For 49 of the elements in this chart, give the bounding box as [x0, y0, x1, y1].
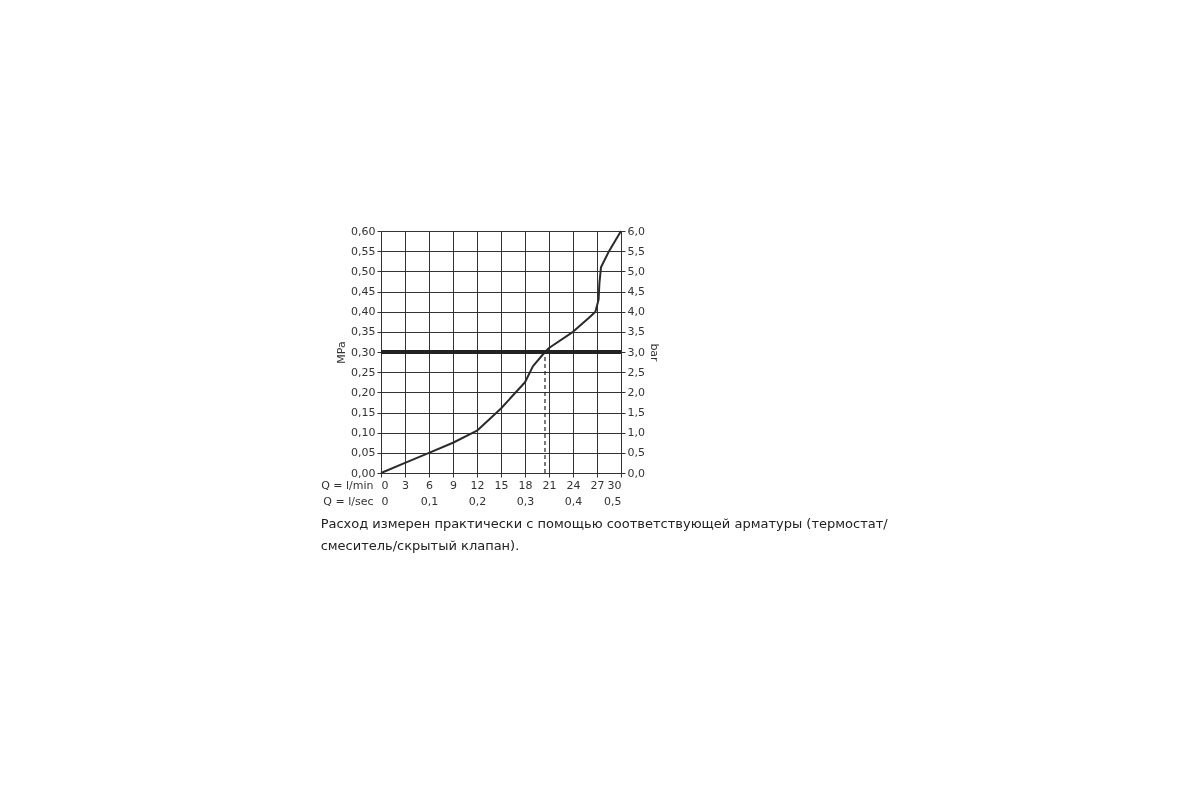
y2-tick-label: 0,0 [627, 466, 645, 480]
x2-tick-label: 0,4 [564, 494, 583, 508]
y2-tick-label: 3,5 [627, 325, 645, 339]
y-tick-label: 0,20 [351, 385, 376, 399]
y-tick-label: 0,00 [351, 466, 376, 480]
y2-tick-label: 6,0 [627, 224, 645, 238]
x-tick-label: 15 [494, 478, 509, 492]
x2-tick-label: 0 [381, 494, 389, 508]
line-series [380, 230, 622, 474]
y-tick-label: 0,30 [351, 345, 376, 359]
y-tick-label: 0,05 [351, 446, 376, 460]
x-tick-label: 9 [450, 478, 457, 492]
text: Расход измерен практически с помощью соответствующей арматуры (термостат/смеситель/скрытый клапан). [320, 516, 889, 553]
x2-tick-label: 0,3 [516, 494, 535, 508]
y-tick-label: 0,50 [351, 264, 376, 278]
x2-tick-label: 0,2 [468, 494, 487, 508]
y-tick-label: 0,25 [351, 365, 376, 379]
y2-tick-label: 4,5 [627, 285, 645, 298]
y-axis-title: MPa [335, 341, 349, 364]
x-tick-label: 12 [470, 478, 485, 492]
x2-tick-label: 0,5 [604, 494, 622, 508]
x2-tick-label: 0,1 [420, 494, 439, 508]
x-tick-label: 6 [426, 478, 433, 492]
y2-tick-label: 4,0 [627, 305, 645, 319]
x-tick-label: 3 [402, 478, 409, 492]
x-tick-label: 21 [542, 478, 557, 492]
y-tick-label: 0,55 [351, 244, 376, 258]
y2-tick-label: 2,5 [627, 365, 645, 379]
y2-tick-label: 5,0 [627, 264, 645, 278]
y2-tick-label: 1,0 [627, 426, 645, 440]
y-tick-label: 0,45 [351, 285, 376, 298]
x2-axis-title: Q = l/sec [323, 494, 374, 508]
x-tick-label: 24 [566, 478, 581, 492]
x-tick-label: 18 [518, 478, 533, 492]
y-tick-label: 0,60 [351, 224, 376, 238]
x-axis-title: Q = l/min [321, 478, 374, 492]
x-tick-label: 30 [607, 478, 622, 492]
y-tick-label: 0,35 [351, 325, 376, 339]
x-tick-label: 27 [590, 478, 605, 492]
y2-tick-label: 0,5 [627, 446, 645, 460]
y2-tick-label: 2,0 [627, 385, 645, 399]
y-tick-label: 0,10 [351, 426, 376, 440]
y-tick-label: 0,40 [351, 305, 376, 319]
y2-tick-label: 5,5 [627, 244, 645, 258]
y2-axis-title: bar [647, 343, 661, 363]
x-tick-label: 0 [381, 478, 389, 492]
y2-tick-label: 1,5 [627, 406, 645, 419]
y-tick-label: 0,15 [351, 406, 376, 419]
y2-tick-label: 3,0 [627, 345, 645, 359]
